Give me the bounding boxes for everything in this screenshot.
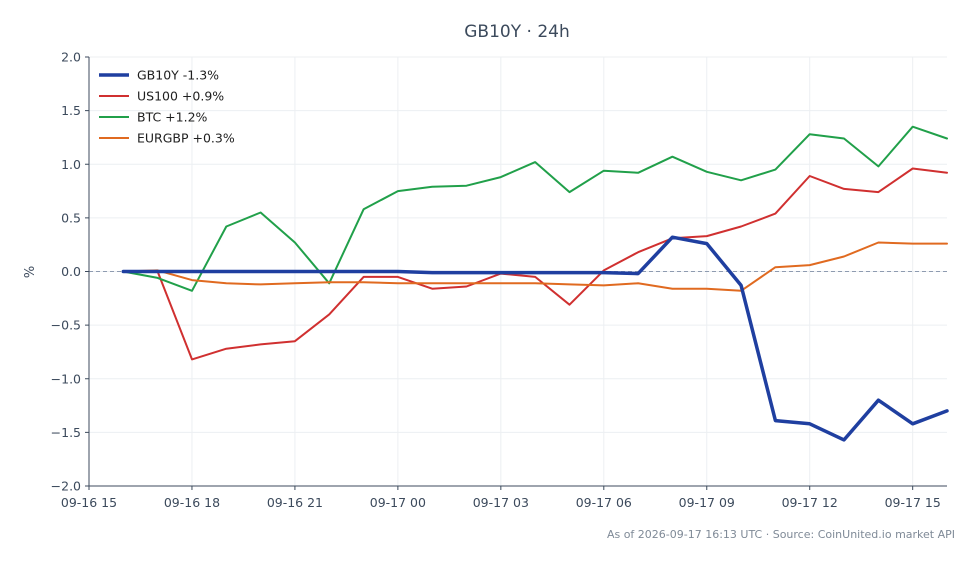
y-tick-label-7: −1.5 (51, 425, 81, 440)
legend-label-2: BTC +1.2% (137, 110, 208, 125)
series-line-3 (122, 241, 948, 292)
axes-layer: 2.0 1.5 1.0 0.5 0.0 −0.5 −1.0 −1.5 −2.009-16 15 0… (51, 50, 947, 510)
x-tick-label-5: 09-17 06 (576, 495, 632, 510)
legend: GB10Y -1.3% US100 +0.9% BTC +1.2% EURGBP +0… (99, 68, 235, 146)
y-tick-label-8: −2.0 (51, 479, 81, 494)
series-line-1 (122, 167, 948, 361)
x-tick-label-6: 09-17 09 (679, 495, 735, 510)
series-line-0 (121, 235, 949, 442)
legend-label-0: GB10Y -1.3% (137, 68, 219, 83)
y-tick-label-6: −1.0 (51, 371, 81, 386)
x-tick-label-7: 09-17 12 (782, 495, 838, 510)
x-tick-label-4: 09-17 03 (473, 495, 529, 510)
legend-label-1: US100 +0.9% (137, 89, 224, 104)
series-line-2 (122, 125, 948, 292)
footer-source-note: As of 2026-09-17 16:13 UTC · Source: Coi… (607, 528, 955, 541)
y-tick-label-2: 1.0 (61, 157, 81, 172)
y-axis-label: % (23, 266, 38, 278)
y-tick-label-4: 0.0 (61, 264, 81, 279)
y-tick-label-1: 1.5 (61, 103, 81, 118)
x-tick-label-1: 09-16 18 (164, 495, 220, 510)
legend-label-3: EURGBP +0.3% (137, 131, 235, 146)
y-tick-label-0: 2.0 (61, 50, 81, 65)
x-tick-label-3: 09-17 00 (370, 495, 426, 510)
x-tick-label-0: 09-16 15 (61, 495, 117, 510)
x-tick-label-8: 09-17 15 (885, 495, 941, 510)
series-layer (121, 125, 949, 442)
y-tick-label-5: −0.5 (51, 318, 81, 333)
chart-title: GB10Y · 24h (464, 22, 569, 42)
y-tick-label-3: 0.5 (61, 210, 81, 225)
x-tick-label-2: 09-16 21 (267, 495, 323, 510)
